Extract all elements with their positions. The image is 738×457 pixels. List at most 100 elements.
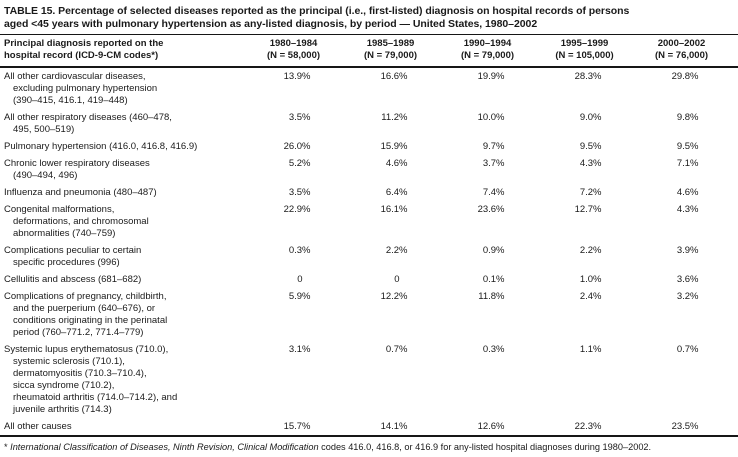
- row-header-label: Principal diagnosis reported on the hosp…: [0, 35, 245, 68]
- row-label: Complications of pregnancy, childbirth, …: [4, 291, 168, 338]
- row-label: All other cardiovascular diseases, exclu…: [4, 71, 158, 106]
- cell-value: 16.1%: [380, 204, 408, 215]
- column-header-2000-2002: 2000–2002 (N = 76,000): [633, 35, 738, 68]
- title-rule: [0, 34, 738, 35]
- cell-value: 0.1%: [482, 274, 505, 285]
- cell-value: 5.2%: [288, 158, 311, 169]
- diagnosis-table: Principal diagnosis reported on the hosp…: [0, 35, 738, 437]
- cell-value: 19.9%: [477, 71, 505, 82]
- row-label: Systemic lupus erythematosus (710.0), sy…: [4, 344, 178, 415]
- footnote-source-italic: International Classification of Diseases…: [10, 442, 319, 452]
- cell-value: 22.9%: [283, 204, 311, 215]
- cell-value: 13.9%: [283, 71, 311, 82]
- table-row: Pulmonary hypertension (416.0, 416.8, 41…: [0, 141, 738, 158]
- cell-value: 3.7%: [482, 158, 505, 169]
- table-row: Influenza and pneumonia (480–487) 3.5% 6…: [0, 187, 738, 204]
- table-row: Complications of pregnancy, childbirth, …: [0, 291, 738, 344]
- cell-value: 29.8%: [671, 71, 699, 82]
- cell-value: 23.6%: [477, 204, 505, 215]
- column-period: 1985–1989: [366, 38, 415, 49]
- row-label: Influenza and pneumonia (480–487): [4, 187, 157, 198]
- cell-value: 4.6%: [676, 187, 699, 198]
- table-row: Systemic lupus erythematosus (710.0), sy…: [0, 344, 738, 421]
- cell-value: 0: [394, 274, 400, 285]
- cell-value: 3.6%: [676, 274, 699, 285]
- column-n: (N = 79,000): [363, 50, 418, 61]
- cell-value: 11.2%: [381, 112, 408, 123]
- table-row: All other cardiovascular diseases, exclu…: [0, 67, 738, 112]
- column-n: (N = 105,000): [555, 50, 614, 61]
- cell-value: 0.3%: [482, 344, 505, 355]
- table-header: Principal diagnosis reported on the hosp…: [0, 35, 738, 68]
- cell-value: 12.7%: [574, 204, 602, 215]
- column-n: (N = 79,000): [460, 50, 515, 61]
- column-n: (N = 76,000): [654, 50, 709, 61]
- table-row: Chronic lower respiratory diseases (490–…: [0, 158, 738, 187]
- cell-value: 3.9%: [676, 245, 699, 256]
- cell-value: 6.4%: [385, 187, 408, 198]
- cell-value: 3.2%: [676, 291, 699, 302]
- cell-value: 3.5%: [288, 187, 311, 198]
- cell-value: 2.2%: [385, 245, 408, 256]
- cell-value: 16.6%: [380, 71, 408, 82]
- cell-value: 9.0%: [579, 112, 602, 123]
- cell-value: 9.5%: [676, 141, 699, 152]
- table-row: Cellulitis and abscess (681–682) 0 0 0.1…: [0, 274, 738, 291]
- table-row: Congenital malformations, deformations, …: [0, 204, 738, 245]
- cell-value: 26.0%: [283, 141, 311, 152]
- cell-value: 2.4%: [579, 291, 602, 302]
- cell-value: 22.3%: [574, 421, 602, 432]
- cell-value: 9.5%: [579, 141, 602, 152]
- column-period: 2000–2002: [657, 38, 706, 49]
- header-row: Principal diagnosis reported on the hosp…: [0, 35, 738, 68]
- footnote-marker: *: [4, 442, 11, 452]
- row-label: All other causes: [0, 421, 245, 437]
- column-header-1990-1994: 1990–1994 (N = 79,000): [439, 35, 536, 68]
- table-row: All other respiratory diseases (460–478,…: [0, 112, 738, 141]
- cell-value: 3.5%: [288, 112, 311, 123]
- row-label: Chronic lower respiratory diseases (490–…: [4, 158, 150, 181]
- cell-value: 0.9%: [482, 245, 505, 256]
- column-period: 1995–1999: [560, 38, 609, 49]
- cell-value: 0.7%: [385, 344, 408, 355]
- column-n: (N = 58,000): [266, 50, 321, 61]
- cell-value: 7.2%: [579, 187, 602, 198]
- cell-value: 9.8%: [676, 112, 699, 123]
- column-period: 1990–1994: [463, 38, 512, 49]
- cell-value: 1.1%: [579, 344, 602, 355]
- cell-value: 0.3%: [288, 245, 311, 256]
- column-header-1985-1989: 1985–1989 (N = 79,000): [342, 35, 439, 68]
- column-header-1980-1984: 1980–1984 (N = 58,000): [245, 35, 342, 68]
- cell-value: 1.0%: [579, 274, 602, 285]
- footnote-text: codes 416.0, 416.8, or 416.9 for any-lis…: [318, 442, 652, 452]
- cell-value: 5.9%: [288, 291, 311, 302]
- table-title: TABLE 15. Percentage of selected disease…: [4, 5, 630, 30]
- cell-value: 12.6%: [477, 421, 505, 432]
- table-body: All other cardiovascular diseases, exclu…: [0, 67, 738, 437]
- cell-value: 15.7%: [283, 421, 311, 432]
- row-label: Cellulitis and abscess (681–682): [4, 274, 142, 285]
- cell-value: 2.2%: [579, 245, 602, 256]
- cell-value: 11.8%: [478, 291, 505, 302]
- row-label: All other respiratory diseases (460–478,…: [4, 112, 172, 135]
- cell-value: 23.5%: [671, 421, 699, 432]
- cell-value: 4.3%: [676, 204, 699, 215]
- column-header-1995-1999: 1995–1999 (N = 105,000): [536, 35, 633, 68]
- table-row: All other causes 15.7% 14.1% 12.6% 22.3%…: [0, 421, 738, 437]
- cell-value: 15.9%: [380, 141, 408, 152]
- cell-value: 14.1%: [380, 421, 408, 432]
- row-label: Congenital malformations, deformations, …: [4, 204, 149, 239]
- cell-value: 0.7%: [676, 344, 699, 355]
- cell-value: 4.6%: [385, 158, 408, 169]
- column-period: 1980–1984: [269, 38, 318, 49]
- cell-value: 4.3%: [579, 158, 602, 169]
- cell-value: 3.1%: [288, 344, 311, 355]
- cell-value: 0: [297, 274, 303, 285]
- cell-value: 12.2%: [380, 291, 408, 302]
- footnote: * International Classification of Diseas…: [0, 437, 738, 453]
- row-label: Pulmonary hypertension (416.0, 416.8, 41…: [4, 141, 198, 152]
- cell-value: 7.1%: [676, 158, 699, 169]
- row-label: Complications peculiar to certain specif…: [4, 245, 142, 268]
- cell-value: 7.4%: [482, 187, 505, 198]
